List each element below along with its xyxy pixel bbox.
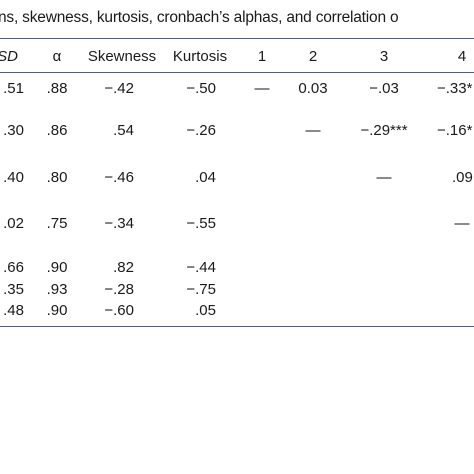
stat-cell: .40 bbox=[3, 169, 24, 186]
correlation-cell: — bbox=[254, 80, 270, 97]
stat-cell: −.60 bbox=[104, 302, 134, 319]
column-header: 3 bbox=[379, 48, 389, 65]
stat-cell: .80 bbox=[46, 169, 68, 186]
stat-cell: −.55 bbox=[186, 215, 216, 232]
correlation-cell: −.16* bbox=[437, 122, 473, 139]
stat-cell: .88 bbox=[46, 80, 68, 97]
stat-cell: −.50 bbox=[186, 80, 216, 97]
header-rule bbox=[0, 72, 474, 73]
stat-cell: .04 bbox=[195, 169, 216, 186]
correlation-cell: — bbox=[454, 215, 470, 232]
stat-cell: .30 bbox=[3, 122, 24, 139]
stat-cell: .75 bbox=[46, 215, 68, 232]
stat-cell: .90 bbox=[46, 302, 68, 319]
column-header: SD bbox=[0, 48, 18, 65]
stat-cell: −.42 bbox=[104, 80, 134, 97]
table-title: ns, skewness, kurtosis, cronbach’s alpha… bbox=[0, 9, 399, 26]
stat-cell: .66 bbox=[3, 259, 24, 276]
stat-cell: .86 bbox=[46, 122, 68, 139]
stat-cell: .35 bbox=[3, 281, 24, 298]
correlation-cell: — bbox=[305, 122, 321, 139]
stat-cell: .48 bbox=[3, 302, 24, 319]
stat-cell: .51 bbox=[3, 80, 24, 97]
column-header: α bbox=[52, 48, 62, 65]
bottom-rule bbox=[0, 326, 474, 327]
stat-cell: .90 bbox=[46, 259, 68, 276]
stat-cell: .02 bbox=[3, 215, 24, 232]
stat-cell: −.28 bbox=[104, 281, 134, 298]
stat-cell: −.75 bbox=[186, 281, 216, 298]
correlation-cell: .09 bbox=[452, 169, 473, 186]
stat-cell: −.34 bbox=[104, 215, 134, 232]
stat-cell: .93 bbox=[46, 281, 68, 298]
column-header: 4 bbox=[457, 48, 467, 65]
stat-cell: −.46 bbox=[104, 169, 134, 186]
column-header: 2 bbox=[308, 48, 318, 65]
correlation-cell: −.03 bbox=[369, 80, 399, 97]
column-header: Skewness bbox=[87, 48, 157, 65]
stat-cell: −.44 bbox=[186, 259, 216, 276]
column-header: 1 bbox=[257, 48, 267, 65]
stat-cell: .54 bbox=[113, 122, 134, 139]
column-header: Kurtosis bbox=[172, 48, 228, 65]
stat-cell: −.26 bbox=[186, 122, 216, 139]
correlation-cell: — bbox=[376, 169, 392, 186]
stat-cell: .82 bbox=[113, 259, 134, 276]
correlation-cell: −.33* bbox=[437, 80, 473, 97]
top-rule bbox=[0, 38, 474, 39]
correlation-cell: 0.03 bbox=[298, 80, 328, 97]
stat-cell: .05 bbox=[195, 302, 216, 319]
correlation-cell: −.29*** bbox=[360, 122, 408, 139]
